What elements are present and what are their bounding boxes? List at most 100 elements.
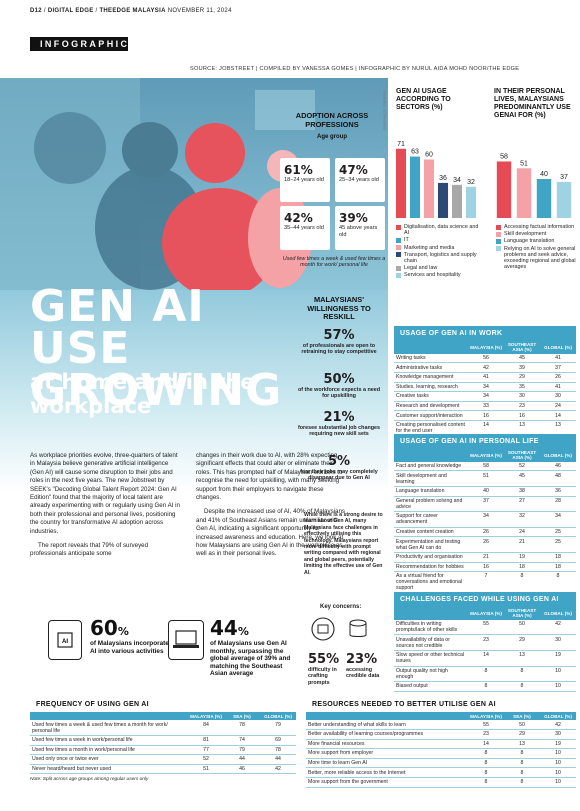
table-header-cell: GLOBAL (%) (260, 713, 296, 721)
bar-value-label: 60 (425, 152, 433, 159)
stat-44: 44% of Malaysians use Gen AI monthly, su… (210, 616, 298, 678)
headline-line2: GROWING (30, 365, 283, 416)
table-header-cell (394, 341, 468, 354)
table-cell: 23 (468, 634, 504, 651)
willingness-item: 57% of professionals are open to retrain… (296, 328, 382, 356)
table-header-cell: MALAYSIA (%) (468, 607, 504, 620)
legend-swatch (496, 224, 501, 230)
stat-60-value: 60 (90, 616, 118, 640)
table-cell: 29 (504, 372, 540, 383)
personal-bar-chart: 58 51 40 37 (496, 153, 572, 218)
table-cell: 29 (504, 729, 540, 740)
table-personal-usage: USAGE OF GEN AI IN PERSONAL LIFE MALAYSI… (394, 434, 576, 594)
bar-value-label: 63 (411, 149, 419, 156)
concern-item: 55% difficulty in crafting prompts (308, 652, 344, 686)
concern-pct: 55% (308, 652, 340, 667)
body-paragraph-2: The report reveals that 79% of surveyed … (30, 542, 149, 558)
table-row: Difficulties in writing prompts/lack of … (394, 619, 576, 636)
table-cell: 50 (504, 720, 540, 731)
table-cell: 10 (540, 767, 576, 778)
legend-label: IT (404, 237, 409, 244)
body-column-2: changes in their work due to AI, with 28… (196, 452, 348, 565)
table-row-label: Used few times a week & used few times a… (30, 720, 188, 737)
legend-swatch (396, 252, 401, 258)
table-cell: 8 (504, 681, 540, 692)
stat-44-unit: % (237, 625, 249, 638)
table-cell: 8 (504, 666, 540, 683)
table-cell: 14 (468, 650, 504, 667)
table-header-cell: SEA (%) (504, 713, 540, 721)
legend-swatch (496, 231, 501, 237)
table-row-label: Unavailability of data or sources not cr… (394, 634, 468, 651)
body-paragraph-1: As workplace priorities evolve, three-qu… (30, 452, 180, 535)
table-header-cell: MALAYSIA (%) (188, 713, 224, 721)
adoption-box-35-44: 42% 35–44 years old (280, 206, 330, 250)
bar-value-label: 37 (560, 174, 568, 181)
table-header-cell: SOUTHEAST ASIA (%) (504, 449, 540, 462)
table-cell: 58 (468, 461, 504, 472)
table-header-cell (394, 449, 468, 462)
table-row-label: As a virtual friend for conversations an… (394, 571, 468, 594)
bar-0 (496, 161, 512, 218)
table-header-cell: MALAYSIA (%) (468, 449, 504, 462)
legend-item: Language translation (496, 238, 576, 244)
table-row: Experimentation and testing what Gen AI … (394, 536, 576, 553)
legend-item: Marketing and media (396, 245, 482, 251)
willingness-item: 50% of the workforce expects a need for … (296, 372, 382, 400)
table-cell: 8 (468, 758, 504, 769)
table-row-label: More support from employer (306, 748, 468, 759)
bar-1 (409, 156, 421, 218)
table-row: Creative tasks 34 30 30 (394, 391, 576, 402)
issue-date: NOVEMBER 11, 2024 (167, 8, 232, 14)
sector-bar-chart: 71 63 60 36 34 32 (395, 141, 477, 218)
table-cell: 41 (540, 353, 576, 364)
legend-swatch (496, 246, 501, 252)
table-cell: 34 (540, 511, 576, 528)
table-cell: 8 (468, 767, 504, 778)
table-header-cell: MALAYSIA (%) (468, 341, 504, 354)
table-row-label: More support from the government (306, 777, 468, 788)
table-row: Writing tasks 56 45 41 (394, 353, 576, 364)
table-row-label: Difficulties in writing prompts/lack of … (394, 619, 468, 636)
table-cell: 25 (540, 527, 576, 538)
table-cell: 8 (468, 681, 504, 692)
table-row-label: Skill development and learning (394, 470, 468, 487)
table-row: Better understanding of what skills to l… (306, 720, 576, 731)
adoption-pct: 39% (339, 211, 368, 225)
challenge-paragraph: While there is a strong desire to learn … (304, 512, 383, 576)
table-row: More financial resources 14 13 19 (306, 739, 576, 750)
page-header: D12 / DIGITAL EDGE / THEEDGE MALAYSIA NO… (30, 8, 232, 14)
bar-value-label: 71 (397, 141, 405, 148)
adoption-subtitle: Age group (317, 134, 347, 140)
data-table: MALAYSIA (%) SEA (%) GLOBAL (%) Used few ti… (30, 713, 296, 775)
table-row-label: Studies, learning, research (394, 382, 468, 393)
table-cell: 46 (224, 764, 260, 775)
table-cell: 34 (468, 511, 504, 528)
table-row-label: Better understanding of what skills to l… (306, 720, 468, 731)
table-cell: 55 (468, 720, 504, 731)
table-title: CHALLENGES FACED WHILE USING GEN AI (394, 592, 576, 607)
table-cell: 78 (260, 745, 296, 756)
table-cell: 30 (540, 634, 576, 651)
bar-value-label: 51 (520, 160, 528, 167)
bar-value-label: 32 (467, 179, 475, 186)
table-row-label: Slow speed or other technical issues (394, 650, 468, 667)
headline-line1: GEN AI USE (30, 281, 205, 374)
willingness-title: MALAYSIANS' WILLINGNESS TO RESKILL (307, 295, 371, 322)
table-row-label: Writing tasks (394, 353, 468, 364)
adoption-pct: 47% (339, 163, 368, 177)
table-row: Better availability of learning courses/… (306, 729, 576, 740)
table-cell: 51 (188, 764, 224, 775)
table-cell: 42 (468, 362, 504, 373)
table-row-label: Recommendation for hobbies (394, 562, 468, 573)
willingness-label: of professionals are open to retraining … (301, 343, 377, 356)
table-row: Slow speed or other technical issues 14 13… (394, 650, 576, 667)
table-row: Unavailability of data or sources not cr… (394, 634, 576, 651)
table-row-label: Productivity and organisation (394, 552, 468, 563)
adoption-pct: 61% (284, 163, 313, 177)
table-row-label: General problem solving and advice (394, 496, 468, 513)
legend-label: Services and hospitality (404, 272, 461, 279)
legend-item: Digitalisation, data science and AI (396, 224, 482, 236)
table-cell: 18 (504, 562, 540, 573)
table-cell: 13 (504, 650, 540, 667)
